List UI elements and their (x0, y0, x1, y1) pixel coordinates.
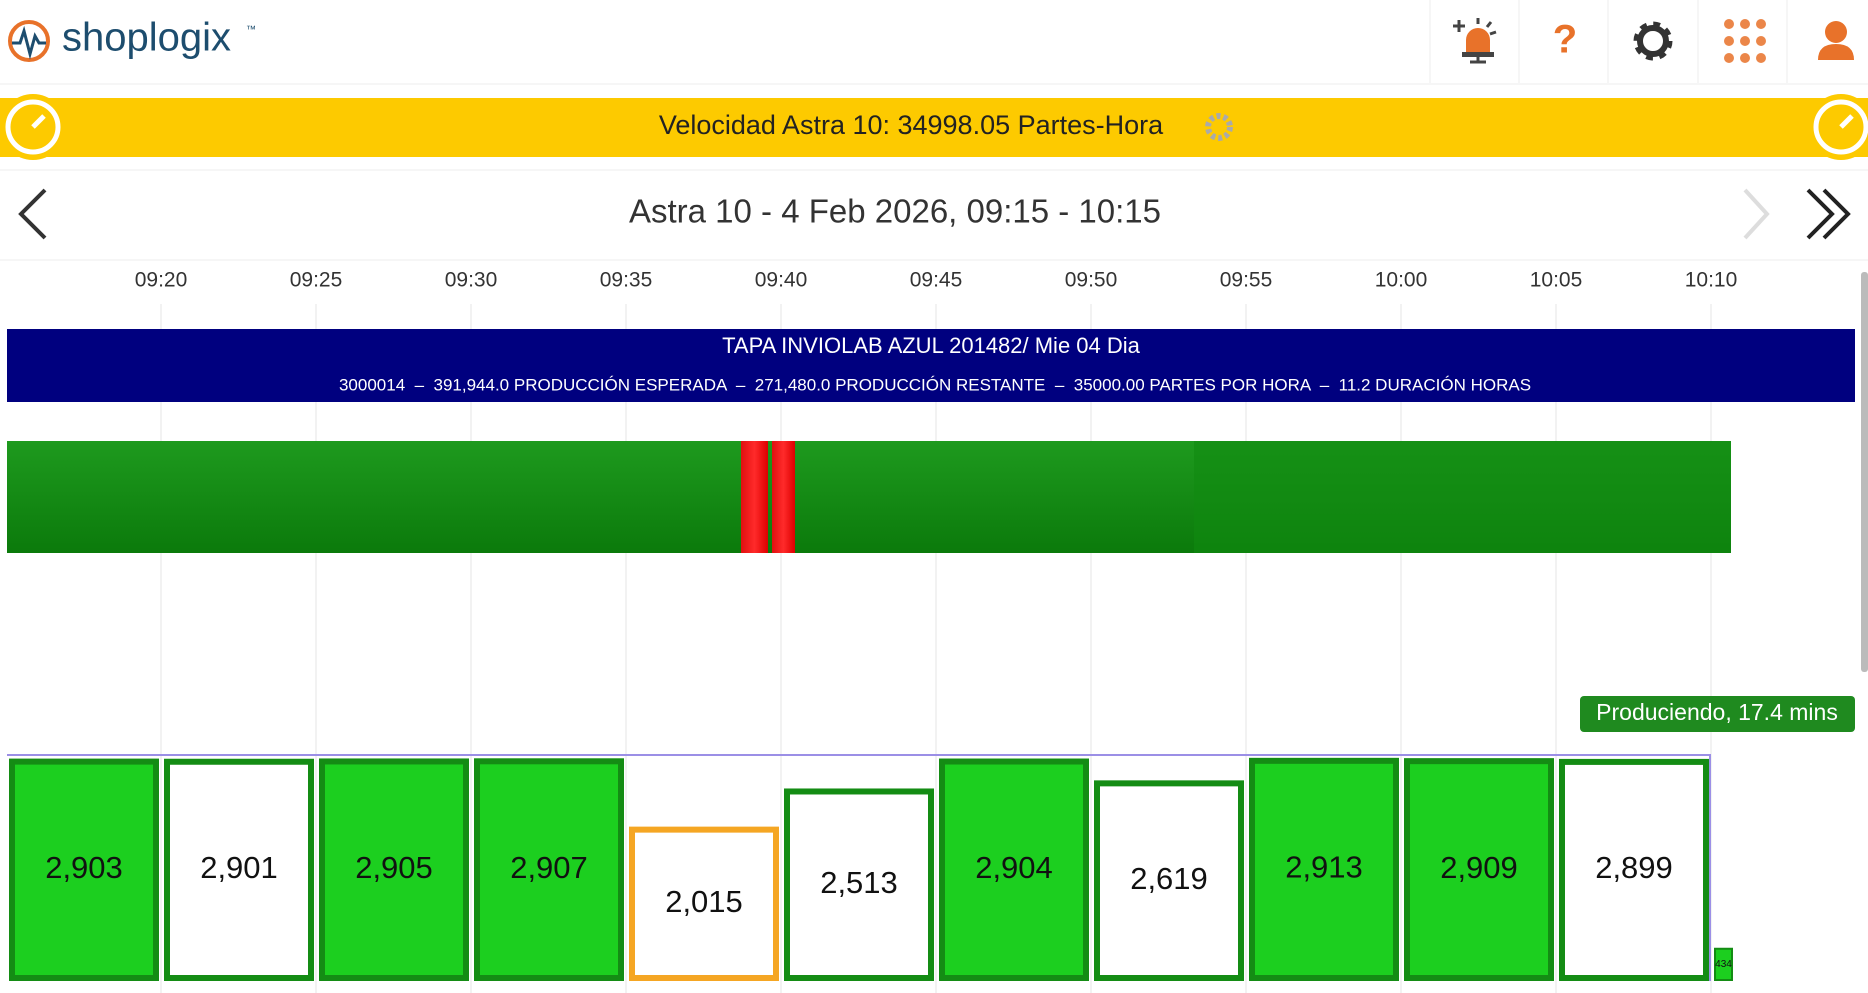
user-button[interactable] (1818, 21, 1854, 60)
time-tick: 10:10 (1685, 269, 1738, 292)
apps-button[interactable] (1724, 19, 1766, 63)
count-bar[interactable] (1559, 758, 1709, 981)
speed-text: Velocidad Astra 10: 34998.05 Partes-Hora (659, 110, 1164, 140)
count-label: 2,015 (665, 884, 743, 919)
downtime-segment[interactable] (741, 441, 768, 553)
time-tick: 09:30 (445, 269, 498, 292)
count-bar[interactable] (939, 758, 1089, 981)
time-tick: 10:00 (1375, 269, 1428, 292)
status-text: Produciendo, 17.4 mins (1596, 699, 1838, 725)
time-tick: 09:25 (290, 269, 343, 292)
count-bar[interactable] (474, 758, 624, 982)
header-separators (1429, 0, 1788, 83)
job-title: TAPA INVIOLAB AZUL 201482/ Mie 04 Dia (722, 333, 1141, 358)
time-tick: 09:20 (135, 269, 188, 292)
count-label: 2,907 (510, 850, 588, 885)
time-tick: 09:45 (910, 269, 963, 292)
time-tick: 09:50 (1065, 269, 1118, 292)
logo-icon (8, 20, 50, 62)
speed-banner (0, 98, 1868, 157)
settings-button[interactable] (1633, 21, 1673, 61)
target-line (7, 754, 1711, 981)
count-bar[interactable] (1404, 758, 1554, 981)
next-button[interactable] (1743, 188, 1770, 240)
downtime-segment[interactable] (772, 441, 795, 553)
header (0, 0, 1868, 83)
job-bar[interactable] (7, 329, 1855, 402)
count-label: 2,901 (200, 850, 278, 885)
status-badge (1580, 696, 1855, 732)
count-label: 2,904 (975, 850, 1053, 885)
prev-button[interactable] (18, 188, 47, 240)
state-segment[interactable] (1194, 441, 1731, 553)
count-bar[interactable] (784, 788, 934, 981)
job-details: 3000014 – 391,944.0 PRODUCCIÓN ESPERADA … (339, 375, 1531, 394)
count-label: 2,513 (820, 865, 898, 900)
time-tick: 09:55 (1220, 269, 1273, 292)
scrollbar[interactable] (1861, 272, 1868, 672)
count-bar[interactable] (1094, 780, 1244, 981)
time-tick: 10:05 (1530, 269, 1583, 292)
help-button[interactable]: ? (1553, 18, 1577, 62)
trademark: ™ (246, 25, 256, 36)
timeline-grid: 09:20 09:25 09:30 09:35 09:40 09:45 09:50 09:55… (135, 269, 1738, 993)
count-label: 2,619 (1130, 861, 1208, 896)
count-bar[interactable] (1249, 757, 1399, 982)
gauge-right[interactable] (1808, 94, 1868, 160)
count-label: 2,913 (1285, 850, 1363, 885)
count-bar[interactable] (1714, 947, 1733, 981)
count-label: 2,909 (1440, 850, 1518, 885)
logo-text: shoplogix (62, 16, 231, 60)
count-label: 2,903 (45, 850, 123, 885)
gauge-left[interactable] (0, 94, 66, 160)
count-bar[interactable] (9, 758, 159, 982)
alert-button[interactable] (1453, 18, 1497, 64)
last-button[interactable] (1806, 188, 1851, 240)
count-label: 2,905 (355, 850, 433, 885)
period-title: Astra 10 - 4 Feb 2026, 09:15 - 10:15 (629, 193, 1161, 230)
count-bar[interactable] (164, 758, 314, 982)
logo[interactable]: shoplogix ™ (8, 16, 256, 62)
count-bar[interactable] (629, 826, 779, 981)
count-label: 434 (1715, 959, 1732, 970)
time-tick: 09:35 (600, 269, 653, 292)
count-bar[interactable] (319, 758, 469, 981)
count-label: 2,899 (1595, 850, 1673, 885)
count-bars: 2,903 2,901 2,905 2,907 2,015 2,513 2,904 2,619… (7, 754, 1733, 982)
time-tick: 09:40 (755, 269, 808, 292)
logo-pulse (12, 25, 46, 60)
speed-settings[interactable] (1205, 113, 1233, 141)
